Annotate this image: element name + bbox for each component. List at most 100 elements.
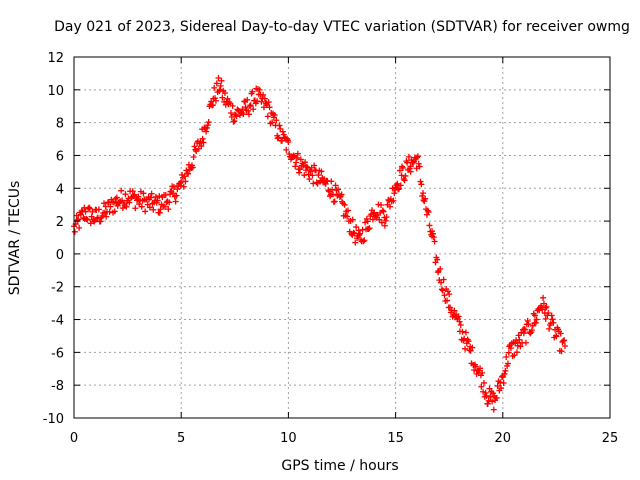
data-point: [256, 86, 263, 93]
data-point: [269, 119, 276, 126]
data-point: [424, 207, 431, 214]
data-point: [200, 139, 207, 146]
data-point: [249, 88, 256, 95]
data-point: [246, 103, 253, 110]
data-point: [129, 188, 136, 195]
data-point: [148, 190, 155, 197]
data-point: [204, 122, 211, 129]
data-point: [156, 193, 163, 200]
data-point: [264, 113, 271, 120]
data-point: [472, 363, 479, 370]
data-point: [150, 206, 157, 213]
data-point: [401, 177, 408, 184]
data-point: [183, 167, 190, 174]
data-point: [140, 190, 147, 197]
data-point: [387, 203, 394, 210]
data-point: [293, 154, 300, 161]
data-point: [97, 218, 104, 225]
y-tick-label: -6: [51, 346, 64, 361]
data-point: [218, 77, 225, 84]
data-point: [473, 370, 480, 377]
data-point: [71, 228, 78, 235]
data-point: [198, 143, 205, 150]
data-point: [493, 395, 500, 402]
data-point: [418, 181, 425, 188]
y-tick-label: 10: [47, 84, 64, 99]
data-point: [166, 199, 173, 206]
data-point: [360, 238, 367, 245]
data-point: [366, 225, 373, 232]
data-point: [542, 304, 549, 311]
data-point: [107, 203, 114, 210]
data-point: [498, 385, 505, 392]
data-point: [180, 183, 187, 190]
data-point: [211, 84, 218, 91]
data-point: [294, 150, 301, 157]
data-point: [203, 124, 210, 131]
data-point: [260, 104, 267, 111]
data-point: [306, 176, 313, 183]
data-point: [332, 182, 339, 189]
data-point: [135, 193, 142, 200]
data-point: [484, 400, 491, 407]
data-point: [161, 203, 168, 210]
data-point: [522, 326, 529, 333]
data-point: [465, 338, 472, 345]
data-point: [480, 379, 487, 386]
data-point: [467, 347, 474, 354]
data-point: [73, 212, 80, 219]
data-point: [286, 150, 293, 157]
data-point: [349, 216, 356, 223]
data-point: [114, 202, 121, 209]
y-tick-label: 2: [56, 215, 64, 230]
data-point: [415, 160, 422, 167]
y-tick-label: 0: [56, 248, 64, 263]
data-point: [165, 206, 172, 213]
data-point: [205, 119, 212, 126]
y-tick-label: -8: [51, 379, 64, 394]
data-point: [429, 230, 436, 237]
data-point: [80, 215, 87, 222]
data-point: [478, 383, 485, 390]
data-point: [239, 106, 246, 113]
data-point: [483, 392, 490, 399]
y-tick-label: 4: [56, 182, 64, 197]
data-point: [203, 128, 210, 135]
data-point: [546, 325, 553, 332]
x-tick-label: 25: [602, 431, 619, 446]
data-point: [122, 191, 129, 198]
data-point: [489, 398, 496, 405]
data-point: [118, 187, 125, 194]
data-point: [425, 208, 432, 215]
data-point: [455, 313, 462, 320]
data-point: [307, 168, 314, 175]
data-point: [261, 95, 268, 102]
data-point: [292, 163, 299, 170]
data-point: [422, 195, 429, 202]
data-point: [244, 96, 251, 103]
x-tick-labels: 0 5 10 15 20 25: [70, 431, 618, 446]
data-point: [527, 330, 534, 337]
data-point: [521, 325, 528, 332]
data-point: [456, 318, 463, 325]
data-point: [190, 153, 197, 160]
data-point: [231, 118, 238, 125]
data-point: [95, 206, 102, 213]
axis-ticks: [73, 56, 611, 419]
chart-title: Day 021 of 2023, Sidereal Day-to-day VTE…: [54, 19, 630, 35]
data-point: [301, 172, 308, 179]
data-point: [400, 175, 407, 182]
data-point: [399, 164, 406, 171]
data-point: [213, 80, 220, 87]
data-point: [451, 307, 458, 314]
data-point: [185, 170, 192, 177]
data-point: [275, 134, 282, 141]
data-point: [311, 162, 318, 169]
data-point: [407, 163, 414, 170]
data-point: [154, 197, 161, 204]
data-point: [329, 191, 336, 198]
data-point: [271, 112, 278, 119]
data-point: [532, 319, 539, 326]
data-point: [326, 188, 333, 195]
x-tick-label: 10: [280, 431, 297, 446]
